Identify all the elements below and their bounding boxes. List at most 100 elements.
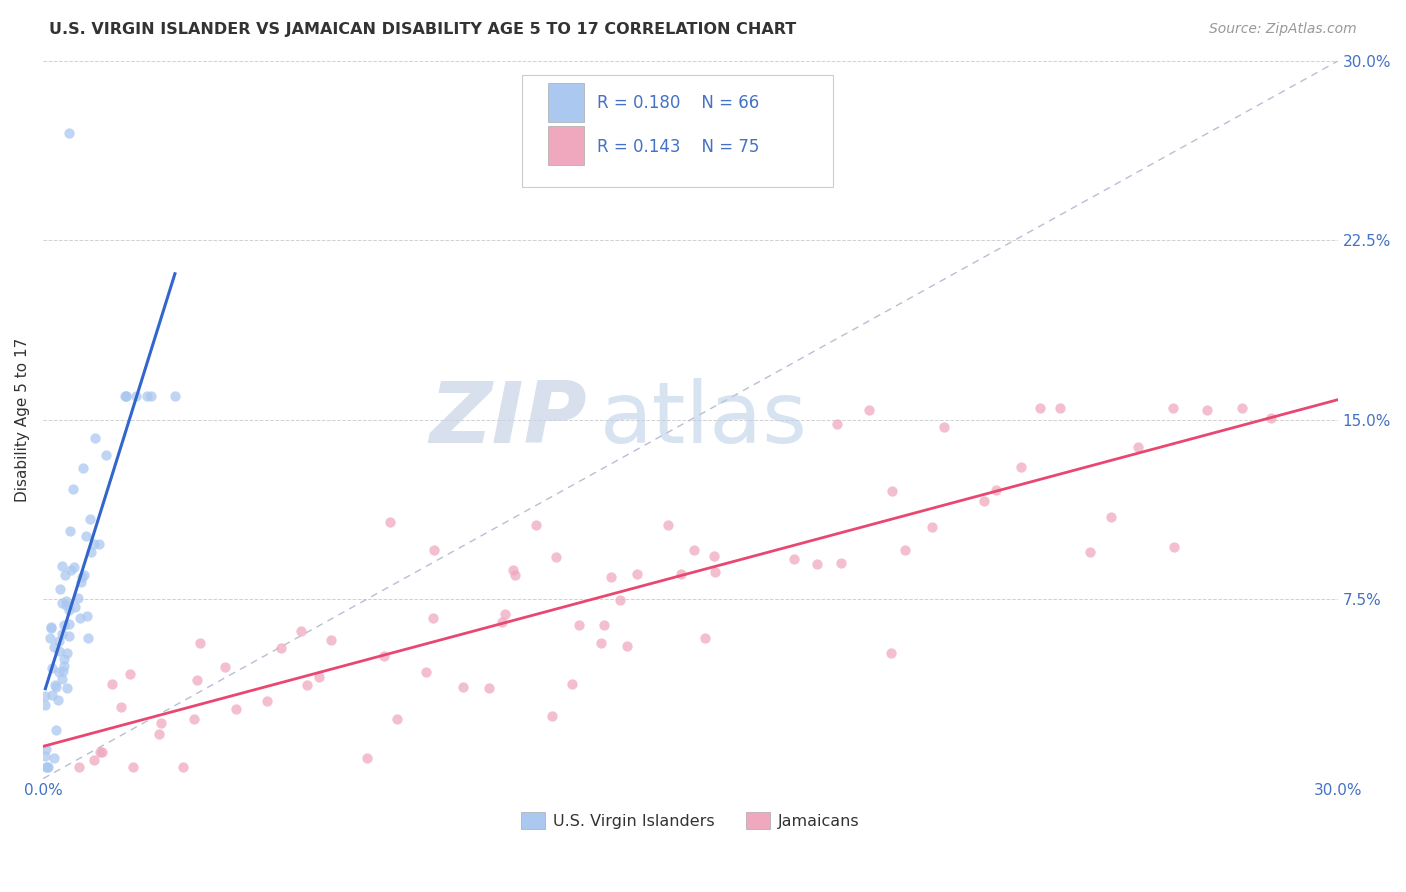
Point	[973, 493, 995, 508]
Point	[491, 615, 513, 630]
Point	[693, 632, 716, 646]
Point	[1260, 411, 1282, 425]
Point	[592, 617, 614, 632]
Point	[114, 389, 136, 403]
Point	[561, 677, 583, 691]
Point	[48, 644, 70, 658]
Point	[880, 647, 903, 661]
Point	[42, 750, 65, 764]
Point	[63, 600, 86, 615]
Point	[39, 621, 62, 635]
Point	[41, 661, 63, 675]
Point	[503, 568, 526, 582]
Point	[63, 559, 86, 574]
Point	[89, 537, 111, 551]
Point	[986, 483, 1008, 497]
FancyBboxPatch shape	[548, 83, 585, 122]
Point	[48, 582, 70, 596]
Point	[378, 515, 401, 529]
Point	[89, 745, 111, 759]
Point	[48, 634, 70, 648]
Point	[1078, 545, 1101, 559]
Point	[1126, 440, 1149, 454]
Point	[70, 575, 93, 590]
Point	[150, 715, 173, 730]
Point	[669, 566, 692, 581]
Point	[270, 640, 292, 655]
Point	[544, 549, 567, 564]
Point	[62, 482, 84, 496]
Point	[387, 712, 409, 726]
Point	[526, 518, 548, 533]
Point	[1195, 403, 1218, 417]
Point	[589, 636, 612, 650]
Point	[75, 529, 97, 543]
Point	[46, 692, 69, 706]
Point	[41, 620, 63, 634]
Point	[214, 660, 236, 674]
Point	[59, 563, 82, 577]
Point	[51, 596, 73, 610]
Point	[35, 759, 58, 773]
Point	[415, 665, 437, 679]
Point	[858, 403, 880, 417]
Text: ZIP: ZIP	[429, 378, 586, 461]
Text: U.S. VIRGIN ISLANDER VS JAMAICAN DISABILITY AGE 5 TO 17 CORRELATION CHART: U.S. VIRGIN ISLANDER VS JAMAICAN DISABIL…	[49, 22, 796, 37]
Point	[682, 543, 704, 558]
Point	[921, 519, 943, 533]
Point	[139, 389, 162, 403]
Point	[101, 677, 124, 691]
Point	[172, 759, 194, 773]
Point	[34, 698, 56, 713]
Point	[84, 431, 107, 445]
Point	[120, 666, 142, 681]
Point	[73, 568, 96, 582]
Point	[44, 677, 66, 691]
Point	[256, 694, 278, 708]
FancyBboxPatch shape	[522, 76, 832, 186]
Point	[703, 549, 725, 563]
Point	[225, 702, 247, 716]
Point	[1010, 459, 1032, 474]
Point	[599, 570, 621, 584]
Point	[94, 448, 117, 462]
Point	[59, 524, 82, 538]
Point	[58, 617, 80, 632]
Point	[52, 665, 75, 679]
Point	[34, 748, 56, 763]
Point	[45, 723, 67, 737]
Point	[894, 543, 917, 558]
Point	[83, 753, 105, 767]
Point	[51, 673, 73, 687]
Point	[115, 389, 138, 403]
Text: atlas: atlas	[600, 378, 808, 461]
Y-axis label: Disability Age 5 to 17: Disability Age 5 to 17	[15, 338, 30, 502]
Point	[37, 759, 59, 773]
Point	[616, 639, 638, 653]
Point	[609, 593, 631, 607]
Point	[67, 759, 90, 773]
Point	[494, 607, 516, 621]
Text: R = 0.143    N = 75: R = 0.143 N = 75	[598, 138, 759, 156]
Text: R = 0.180    N = 66: R = 0.180 N = 66	[598, 94, 759, 112]
Point	[35, 759, 58, 773]
Point	[932, 420, 955, 434]
Point	[48, 665, 70, 680]
Point	[830, 556, 852, 570]
Point	[55, 598, 77, 612]
Point	[51, 626, 73, 640]
Point	[308, 669, 330, 683]
Point	[34, 742, 56, 756]
Point	[56, 681, 79, 696]
Point	[1163, 541, 1185, 555]
Point	[45, 680, 67, 694]
Point	[657, 518, 679, 533]
Point	[53, 658, 76, 673]
Point	[69, 610, 91, 624]
Point	[90, 745, 112, 759]
Point	[41, 688, 63, 702]
Point	[66, 591, 89, 605]
Point	[52, 652, 75, 666]
Point	[122, 759, 145, 773]
Point	[451, 680, 474, 694]
